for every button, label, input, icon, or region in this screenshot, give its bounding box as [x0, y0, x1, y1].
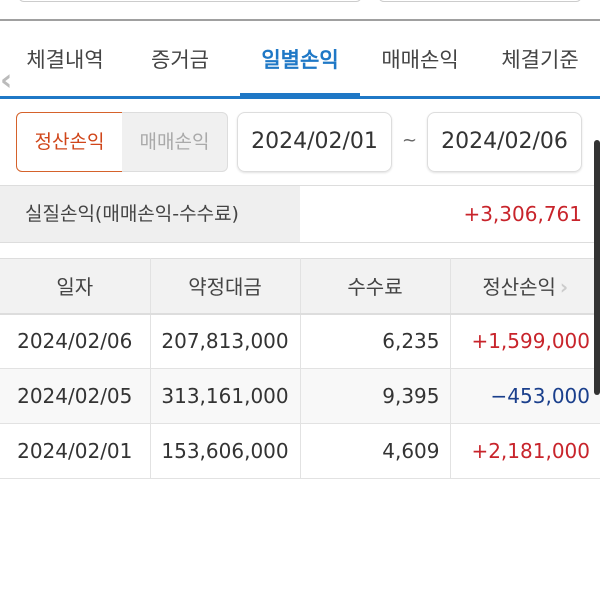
tab-daily-pnl[interactable]: 일별손익 [261, 48, 339, 72]
chevron-left-icon[interactable]: ‹ [0, 63, 13, 98]
cell-date: 2024/02/05 [0, 368, 151, 424]
active-tab-indicator [240, 93, 360, 97]
top-field-left[interactable] [18, 0, 362, 2]
cell-trade-amount: 313,161,000 [149, 368, 301, 424]
cell-fee: 6,235 [299, 313, 451, 369]
daily-pnl-table: 일자 약정대금 수수료 정산손익 › 2024/02/06 207,813,000… [0, 258, 600, 479]
summary-label: 실질손익(매매손익-수수료) [0, 186, 300, 242]
toggle-settlement-pnl[interactable]: 정산손익 [16, 112, 123, 172]
tab-underline [0, 96, 600, 99]
cell-trade-amount: 207,813,000 [149, 313, 301, 369]
cell-trade-amount: 153,606,000 [149, 423, 301, 479]
cell-date: 2024/02/01 [0, 423, 151, 479]
summary-row: 실질손익(매매손익-수수료) +3,306,761 [0, 185, 600, 243]
cell-pnl: +1,599,000 [449, 313, 600, 369]
cell-date: 2024/02/06 [0, 313, 151, 369]
tab-bar: ‹ 체결내역 증거금 일별손익 매매손익 체결기준 [0, 21, 600, 98]
cell-pnl: −453,000 [449, 368, 600, 424]
tab-trade-pnl[interactable]: 매매손익 [381, 48, 459, 72]
date-separator: ~ [402, 130, 418, 151]
toggle-trade-pnl[interactable]: 매매손익 [122, 112, 228, 172]
date-from-field[interactable]: 2024/02/01 [237, 112, 392, 172]
tab-margin[interactable]: 증거금 [151, 48, 209, 72]
header-date: 일자 [0, 258, 151, 315]
scrollbar[interactable] [594, 140, 600, 395]
table-row[interactable]: 2024/02/01 153,606,000 4,609 +2,181,000 [0, 423, 600, 479]
tab-execution-history[interactable]: 체결내역 [26, 48, 104, 72]
header-fee: 수수료 [299, 258, 451, 315]
cell-pnl: +2,181,000 [449, 423, 600, 479]
cell-fee: 9,395 [299, 368, 451, 424]
summary-value: +3,306,761 [463, 202, 582, 226]
header-label: 정산손익 [482, 275, 556, 300]
tab-execution-basis[interactable]: 체결기준 [501, 48, 579, 72]
header-trade-amount: 약정대금 [149, 258, 301, 315]
date-to-field[interactable]: 2024/02/06 [427, 112, 582, 172]
cell-fee: 4,609 [299, 423, 451, 479]
divider [0, 19, 600, 21]
top-field-right[interactable] [378, 0, 582, 2]
chevron-right-icon[interactable]: › [559, 275, 569, 300]
header-settlement-pnl: 정산손익 › [449, 258, 600, 315]
table-row[interactable]: 2024/02/05 313,161,000 9,395 −453,000 [0, 368, 600, 424]
table-row[interactable]: 2024/02/06 207,813,000 6,235 +1,599,000 [0, 313, 600, 369]
